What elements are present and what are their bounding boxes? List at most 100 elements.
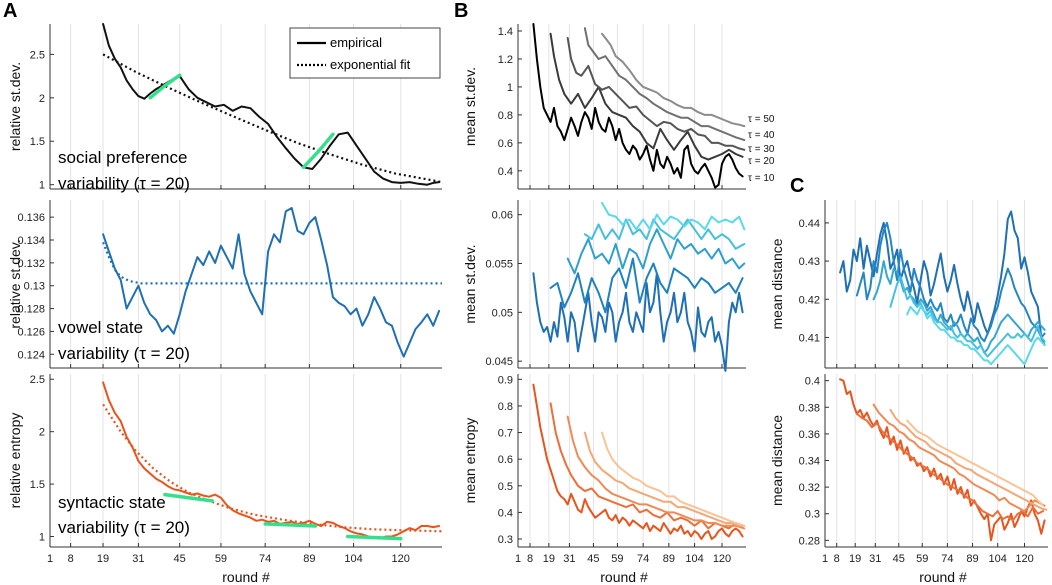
series-line--30 xyxy=(872,260,1046,354)
series-line-highlight-2 xyxy=(301,132,335,170)
y-tick-label: 0.3 xyxy=(498,534,513,546)
legend-empirical-label: empirical xyxy=(330,35,382,50)
y-tick-label: 0.3 xyxy=(805,509,820,521)
y-tick-label: 0.28 xyxy=(799,535,820,547)
x-tick-label: 120 xyxy=(1015,553,1033,565)
x-tick-label: 104 xyxy=(989,553,1007,565)
series-line--20 xyxy=(549,32,744,161)
series-line--30 xyxy=(872,403,1046,513)
x-tick-label: 19 xyxy=(97,553,109,565)
panel-label-c: C xyxy=(790,175,804,197)
x-tick-label: 104 xyxy=(344,553,362,565)
y-tick-label: 1.5 xyxy=(30,136,45,148)
tau-label-10: τ = 10 xyxy=(748,173,775,184)
y-tick-label: 0.136 xyxy=(17,212,45,224)
series-line--10 xyxy=(532,272,744,372)
series-line--10 xyxy=(532,383,744,540)
series-line-exponential-fit xyxy=(102,241,442,285)
y-tick-label: 1.2 xyxy=(498,54,513,66)
series-line--40 xyxy=(583,27,746,142)
y-axis-label: relative entropy xyxy=(7,413,23,509)
series-line--30 xyxy=(566,228,746,275)
series-line--10 xyxy=(532,23,744,189)
x-tick-label: 74 xyxy=(941,553,953,565)
xlabel-b: round # xyxy=(600,569,648,585)
y-tick-label: 2.5 xyxy=(30,49,45,61)
y-tick-label: 0.4 xyxy=(805,376,820,388)
y-tick-label: 0.9 xyxy=(498,374,513,386)
y-tick-label: 0.4 xyxy=(498,507,513,519)
series-line--50 xyxy=(906,419,1044,507)
x-tick-label: 59 xyxy=(611,553,623,565)
y-tick-label: 0.7 xyxy=(498,428,513,440)
y-tick-label: 0.41 xyxy=(799,332,820,344)
y-tick-label: 1 xyxy=(39,180,45,192)
x-tick-label: 1 xyxy=(515,553,521,565)
series-line--40 xyxy=(889,275,1046,358)
series-line-highlight-1 xyxy=(148,73,182,100)
plot-vowel-state: 0.124 0.126 0.128 0.13 0.132 0.134 0.136 relati… xyxy=(7,200,442,369)
x-tick-label: 8 xyxy=(527,553,533,565)
plot-vowel-mean-distance: 0.41 0.42 0.43 0.44 mean distance xyxy=(769,200,1048,369)
y-tick-label: 2 xyxy=(39,427,45,439)
series-line--50 xyxy=(601,32,746,128)
annotation-syntactic-line2: variability (τ = 20) xyxy=(58,518,190,537)
x-tick-label: 31 xyxy=(563,553,575,565)
y-axis-label: relative st.dev. xyxy=(7,62,23,151)
x-tick-label: 19 xyxy=(543,553,555,565)
y-axis-label: mean distance xyxy=(769,415,785,506)
x-tick-label: 31 xyxy=(132,553,144,565)
tau-label-40: τ = 40 xyxy=(748,130,775,141)
legend-fit-label: exponential fit xyxy=(330,57,411,72)
legend: empirical exponential fit xyxy=(289,27,441,79)
series-line-exponential-fit xyxy=(102,53,443,184)
y-tick-label: 0.34 xyxy=(799,456,820,468)
panel-label-a: A xyxy=(3,0,17,22)
y-axis-label: mean st.dev. xyxy=(462,67,478,146)
annotation-social-line2: variability (τ = 20) xyxy=(58,174,190,193)
series-line--20 xyxy=(549,257,744,314)
y-tick-label: 0.13 xyxy=(24,281,45,293)
series-line-highlight-2 xyxy=(263,522,318,528)
x-tick-label: 8 xyxy=(68,553,74,565)
series-line--20 xyxy=(855,412,1044,522)
y-tick-label: 1 xyxy=(39,532,45,544)
y-tick-label: 0.8 xyxy=(498,110,513,122)
y-axis-label: relative st.dev. xyxy=(7,239,23,328)
x-tick-label: 89 xyxy=(966,553,978,565)
y-tick-label: 0.36 xyxy=(799,429,820,441)
x-tick-label: 120 xyxy=(713,553,731,565)
y-tick-label: 1 xyxy=(507,82,513,94)
y-tick-label: 1.4 xyxy=(498,26,513,38)
y-tick-label: 1.5 xyxy=(30,479,45,491)
annotation-vowel-line2: variability (τ = 20) xyxy=(58,344,190,363)
y-tick-label: 0.38 xyxy=(799,402,820,414)
y-tick-label: 0.124 xyxy=(17,349,45,361)
plot-syntactic-mean-distance: 0.28 0.3 0.32 0.34 0.36 0.38 0.4 1 8 19 31 45 59 74 89… xyxy=(769,374,1048,565)
x-tick-label: 1 xyxy=(822,553,828,565)
y-tick-label: 0.8 xyxy=(498,401,513,413)
plot-syntactic-state: 1 1.5 2 2.5 1 8 19 31 45 59 74 89 104 120 relative ent… xyxy=(7,374,443,565)
y-tick-label: 0.44 xyxy=(799,218,820,230)
series-line--50 xyxy=(601,201,746,231)
y-tick-label: 0.6 xyxy=(498,454,513,466)
tau-label-20: τ = 20 xyxy=(748,156,775,167)
series-line--30 xyxy=(566,37,746,151)
y-tick-label: 0.5 xyxy=(498,481,513,493)
plot-social-mean-stdev: 0.4 0.6 0.8 1 1.2 1.4 mean st.dev. xyxy=(462,23,746,190)
x-tick-label: 45 xyxy=(174,553,186,565)
y-tick-label: 0.42 xyxy=(799,294,820,306)
y-tick-label: 0.43 xyxy=(799,256,820,268)
panel-label-b: B xyxy=(454,0,468,22)
y-tick-label: 0.128 xyxy=(17,304,45,316)
series-line--50 xyxy=(906,305,1046,366)
series-line-highlight-1 xyxy=(163,492,214,503)
y-axis-label: mean st.dev. xyxy=(462,244,478,323)
series-line--10 xyxy=(839,210,1046,347)
series-line-highlight-3 xyxy=(345,534,403,541)
x-tick-label: 104 xyxy=(685,553,703,565)
xlabel-a: round # xyxy=(222,569,270,585)
x-tick-label: 31 xyxy=(869,553,881,565)
series-line--40 xyxy=(583,431,746,527)
